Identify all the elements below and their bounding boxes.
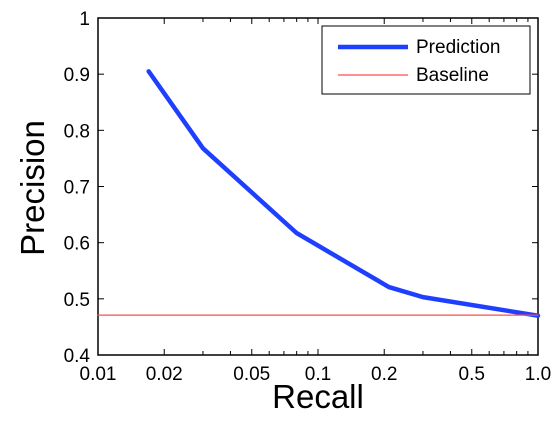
y-axis-title: Precision bbox=[14, 120, 51, 256]
legend-label-prediction: Prediction bbox=[416, 37, 501, 58]
y-tick-label: 0.7 bbox=[64, 178, 90, 199]
y-tick-label: 0.4 bbox=[64, 346, 91, 367]
axis-ticks: 0.01 0.02 0.05 0.1 0.2 0.5 1.0 0.4 0.5 0.6 0.7 0.8 0… bbox=[64, 9, 552, 385]
legend-label-baseline: Baseline bbox=[416, 65, 489, 86]
x-tick-label: 0.2 bbox=[371, 364, 397, 385]
series-layer bbox=[97, 69, 541, 318]
y-tick-label: 0.8 bbox=[64, 121, 90, 142]
series-line-prediction bbox=[146, 69, 541, 318]
x-tick-label: 0.05 bbox=[233, 364, 270, 385]
x-tick-label: 0.02 bbox=[146, 364, 183, 385]
y-tick-label: 1 bbox=[79, 9, 90, 30]
legend: Prediction Baseline bbox=[321, 25, 531, 95]
y-tick-label: 0.5 bbox=[64, 290, 90, 311]
y-tick-label: 0.9 bbox=[64, 65, 90, 86]
x-axis-title: Recall bbox=[272, 378, 364, 415]
x-tick-label: 0.01 bbox=[80, 364, 117, 385]
legend-box bbox=[321, 25, 531, 95]
y-tick-label: 0.6 bbox=[64, 234, 90, 255]
x-tick-label: 0.5 bbox=[459, 364, 485, 385]
x-tick-label: 0.1 bbox=[305, 364, 331, 385]
x-tick-label: 1.0 bbox=[525, 364, 551, 385]
